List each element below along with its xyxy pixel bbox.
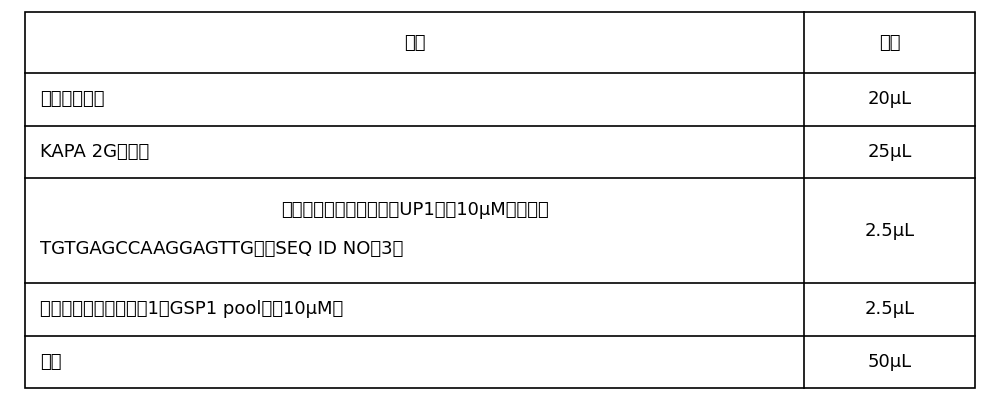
Text: 接头连接产物: 接头连接产物 <box>40 90 104 108</box>
Text: 50μL: 50μL <box>867 353 912 371</box>
Text: 2.5μL: 2.5μL <box>864 300 915 318</box>
Text: 总量: 总量 <box>40 353 62 371</box>
Text: 基因特异性引物混合物1（GSP1 pool）（10μM）: 基因特异性引物混合物1（GSP1 pool）（10μM） <box>40 300 343 318</box>
Text: TGTGAGCCAAGGAGTTG）（SEQ ID NO：3）: TGTGAGCCAAGGAGTTG）（SEQ ID NO：3） <box>40 240 403 258</box>
Text: KAPA 2G聚合酶: KAPA 2G聚合酶 <box>40 143 149 161</box>
Text: 25μL: 25μL <box>867 143 912 161</box>
Text: 20μL: 20μL <box>867 90 912 108</box>
Text: 组分: 组分 <box>404 34 425 52</box>
Text: 用量: 用量 <box>879 34 900 52</box>
Text: 2.5μL: 2.5μL <box>864 222 915 240</box>
Text: 下游文库扩增通用引物（UP1）（10μM）（序列: 下游文库扩增通用引物（UP1）（10μM）（序列 <box>281 201 548 219</box>
